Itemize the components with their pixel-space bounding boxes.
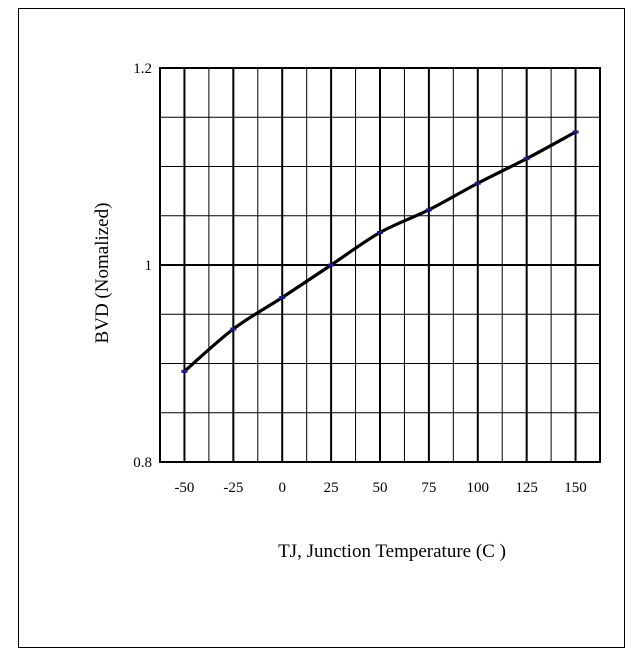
y-tick-label: 1.2: [133, 61, 152, 77]
x-axis-title: TJ, Junction Temperature (C ): [278, 541, 506, 562]
x-tick-label: 75: [421, 480, 436, 496]
data-point: [279, 296, 286, 300]
grid: [160, 68, 600, 462]
y-tick-label: 0.8: [133, 455, 152, 471]
data-point: [377, 230, 383, 234]
y-axis-title: BVD (Nomalized): [92, 203, 113, 344]
x-tick-label: 25: [324, 480, 339, 496]
x-tick-label: 100: [467, 480, 490, 496]
data-point: [523, 157, 530, 161]
x-tick-labels: -50 -25 0 25 50 75 100 125 150: [174, 480, 586, 496]
data-points: [181, 130, 579, 373]
data-point: [328, 263, 335, 267]
x-tick-label: -25: [223, 480, 243, 496]
chart-frame: [18, 8, 625, 648]
x-tick-label: -50: [174, 480, 194, 496]
data-point: [230, 327, 237, 331]
data-point: [572, 130, 579, 134]
x-tick-label: 0: [278, 480, 286, 496]
data-point: [474, 181, 481, 185]
y-tick-label: 1: [145, 258, 153, 274]
plot-area: [159, 67, 601, 463]
y-tick-labels: 0.8 1 1.2: [133, 61, 152, 471]
x-tick-label: 150: [564, 480, 587, 496]
x-tick-label: 50: [373, 480, 388, 496]
data-point: [425, 208, 432, 212]
x-tick-label: 125: [515, 480, 538, 496]
chart: 0.8 1 1.2 -50 -25 0 25 50 75 100 125 150 TJ, Junct…: [92, 61, 601, 562]
data-point: [181, 369, 188, 373]
